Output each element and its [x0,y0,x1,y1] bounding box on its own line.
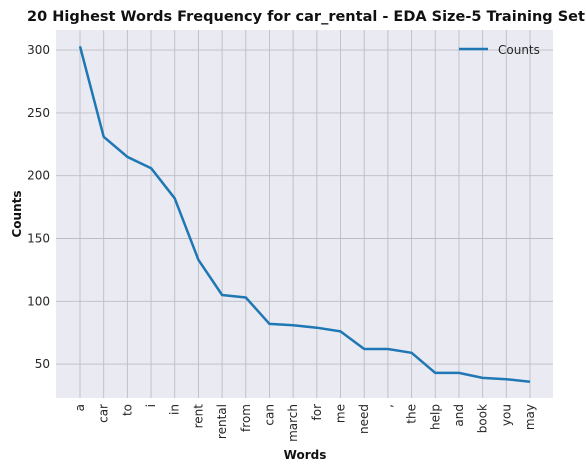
x-tick-label: me [334,404,348,423]
x-tick-label: rent [191,404,205,429]
legend-label: Counts [498,43,540,57]
series [78,45,531,383]
y-tick-label: 150 [27,231,50,245]
plot-area [56,30,553,398]
x-tick-label: a [73,404,87,411]
x-tick-label: may [523,404,537,430]
x-tick-label: and [452,404,466,427]
y-tick-label: 250 [27,106,50,120]
x-tick-label: help [428,404,442,430]
y-tick-label: 100 [27,294,50,308]
x-tick-label: the [405,404,419,424]
y-tick-label: 200 [27,169,50,183]
x-tick-label: car [97,404,111,423]
x-tick-label: rental [215,404,229,439]
x-tick-label: can [262,404,276,426]
legend: Counts [459,43,540,57]
y-tick-label: 50 [35,357,50,371]
y-axis-ticks: 50 100 150 200 250 300 [27,43,50,371]
chart-title: 20 Highest Words Frequency for car_renta… [27,9,585,25]
series-line-counts [78,45,531,383]
x-tick-label: i [144,404,158,407]
grid [56,30,553,398]
y-axis-label: Counts [10,190,24,237]
x-tick-label: to [120,404,134,416]
x-axis-label: Words [284,448,327,462]
x-tick-label: in [168,404,182,415]
x-tick-label: book [476,404,490,433]
x-tick-label: for [310,404,324,421]
y-tick-label: 300 [27,43,50,57]
x-axis-ticks: a car to i in rent rental from can march for me need… [73,404,537,442]
x-tick-label: , [381,404,395,408]
x-tick-label: you [499,404,513,426]
x-tick-label: from [239,404,253,432]
x-tick-label: march [286,404,300,442]
x-tick-label: need [357,404,371,434]
